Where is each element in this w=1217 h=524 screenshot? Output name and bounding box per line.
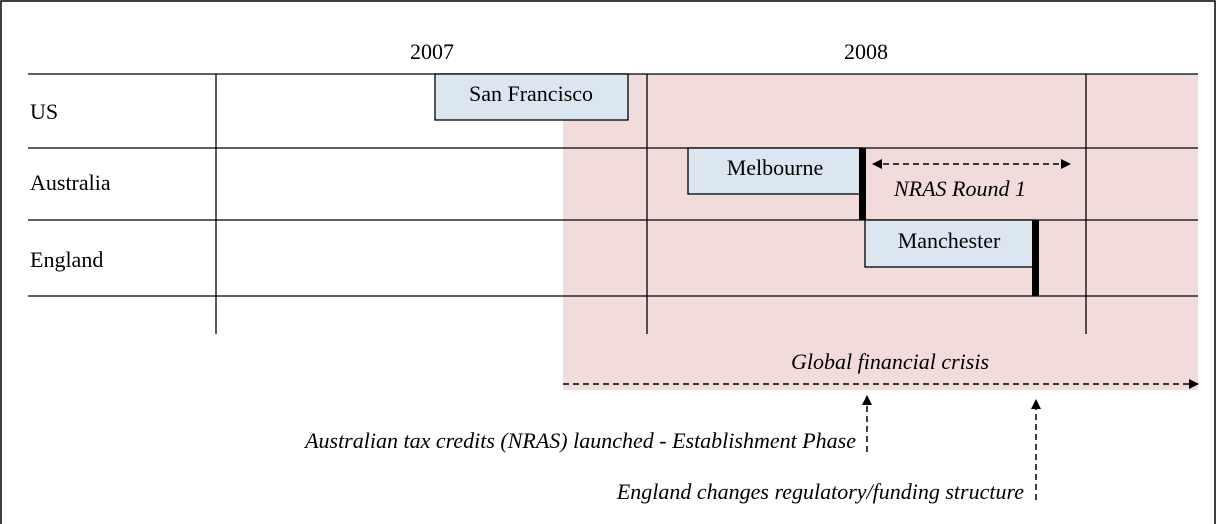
milestone-bar: [1032, 220, 1039, 296]
annotation: England changes regulatory/funding struc…: [616, 479, 1024, 504]
annotation: Australian tax credits (NRAS) launched -…: [303, 428, 856, 453]
event-label: Melbourne: [727, 155, 824, 180]
row-label: England: [30, 247, 103, 272]
year-label: 2007: [410, 39, 454, 64]
event-box: [434, 73, 629, 121]
period-label: NRAS Round 1: [893, 176, 1026, 201]
event-box: [687, 147, 863, 195]
period-label: Global financial crisis: [791, 349, 989, 374]
event-label: San Francisco: [469, 81, 593, 106]
year-label: 2008: [844, 39, 888, 64]
row-label: Australia: [30, 170, 111, 195]
milestone-bar: [859, 148, 866, 220]
event-label: Manchester: [898, 228, 1001, 253]
row-label: US: [30, 99, 58, 124]
